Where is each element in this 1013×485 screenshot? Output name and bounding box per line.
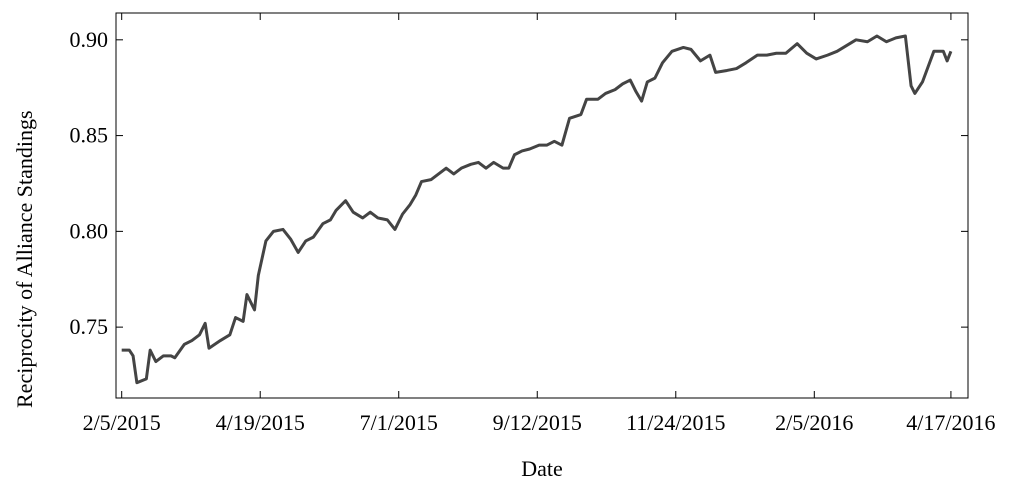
x-tick-label: 2/5/2016 [775, 410, 853, 435]
plot-frame [115, 12, 969, 399]
x-tick-label: 4/17/2016 [906, 410, 995, 435]
data-line [121, 34, 953, 385]
x-tick-label: 11/24/2015 [626, 410, 725, 435]
y-tick-label: 0.80 [70, 218, 109, 243]
y-axis-label: Reciprocity of Alliance Standings [12, 110, 37, 408]
x-tick-label: 7/1/2015 [360, 410, 438, 435]
y-tick-label: 0.75 [70, 314, 109, 339]
y-tick-label: 0.90 [70, 27, 109, 52]
x-tick-label: 9/12/2015 [493, 410, 582, 435]
y-tick-label: 0.85 [70, 123, 109, 148]
x-tick-label: 2/5/2015 [83, 410, 161, 435]
x-tick-label: 4/19/2015 [216, 410, 305, 435]
x-axis-label: Date [521, 456, 563, 481]
